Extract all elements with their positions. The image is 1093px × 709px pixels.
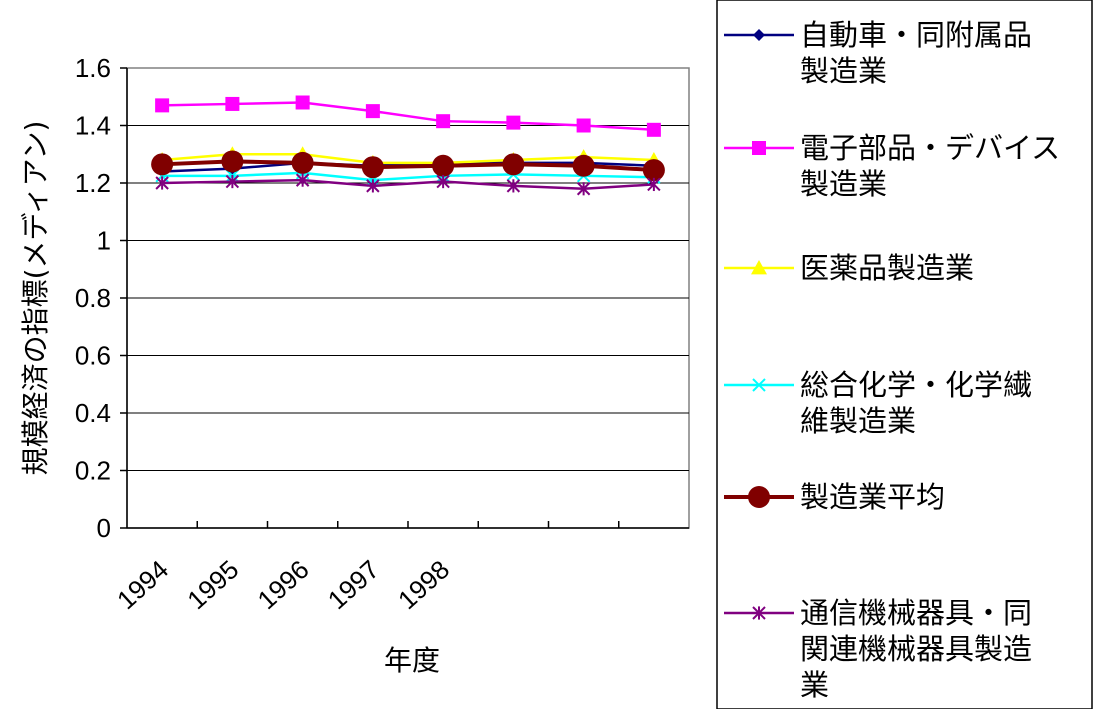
- x-axis-title: 年度: [384, 644, 440, 677]
- x-tick-label: 1994: [111, 554, 174, 615]
- y-axis-title: 規模経済の指標(メディアン): [19, 121, 52, 476]
- marker-circle: [642, 159, 665, 182]
- y-tick-label: 0: [97, 513, 111, 543]
- marker-square: [365, 104, 380, 119]
- x-axis-ticks: [196, 521, 620, 528]
- marker-circle: [748, 486, 770, 508]
- marker-x: [752, 378, 766, 392]
- legend-label: 自動車・同附属品: [800, 18, 1032, 52]
- y-tick-label: 0.2: [75, 456, 111, 486]
- y-tick-label: 0.4: [75, 398, 111, 428]
- marker-star: [576, 182, 591, 196]
- legend-label: 製造業平均: [800, 480, 945, 514]
- marker-square: [576, 118, 591, 133]
- legend-label: 医薬品製造業: [800, 251, 974, 285]
- marker-triangle: [751, 260, 767, 275]
- marker-star: [436, 174, 450, 189]
- series-line: [162, 159, 654, 173]
- x-tick-label: 1995: [181, 554, 244, 615]
- series: [151, 150, 665, 182]
- y-tick-label: 1.4: [75, 111, 111, 141]
- y-axis-labels: 0 0.2 0.4 0.6 0.8 1 1.2 1.4 1.6: [75, 53, 111, 543]
- marker-circle: [361, 156, 384, 179]
- legend-item: 医薬品製造業: [724, 251, 974, 285]
- y-tick-label: 0.8: [75, 283, 111, 313]
- series-line: [162, 178, 654, 191]
- plot-area: [120, 67, 690, 529]
- marker-star: [155, 176, 169, 190]
- marker-circle: [221, 150, 244, 173]
- marker-circle: [291, 151, 314, 174]
- series: [155, 173, 661, 196]
- marker-square: [295, 95, 310, 110]
- marker-star: [225, 174, 240, 189]
- x-tick-label: 1997: [322, 554, 385, 615]
- marker-square: [436, 114, 451, 129]
- marker-square: [225, 96, 240, 111]
- marker-circle: [502, 153, 525, 176]
- y-tick-label: 0.6: [75, 341, 111, 371]
- series-line: [162, 171, 654, 182]
- marker-circle: [432, 154, 455, 177]
- series-line: [162, 101, 654, 132]
- x-axis-labels: 1994 1995 1996 1997 1998: [111, 554, 455, 615]
- legend-frame: [716, 0, 1093, 709]
- y-tick-label: 1: [97, 226, 111, 256]
- marker-star: [366, 179, 380, 193]
- legend-label: 製造業: [800, 167, 887, 201]
- legend-label: 関連機械器具製造: [800, 632, 1032, 666]
- marker-star: [295, 173, 310, 187]
- series-layer: [151, 95, 665, 196]
- legend-label: 通信機械器具・同: [800, 596, 1032, 630]
- marker-x-stroke: [752, 378, 766, 392]
- legend-label: 維製造業: [800, 404, 916, 438]
- marker-diamond: [753, 29, 765, 41]
- legend-label: 製造業: [800, 54, 887, 88]
- marker-circle: [572, 154, 595, 177]
- marker-star: [647, 177, 661, 192]
- series-line: [162, 161, 654, 173]
- series-line: [162, 153, 654, 165]
- legend-label: 業: [800, 668, 829, 702]
- marker-square: [506, 115, 521, 130]
- legend-label: 電子部品・デバイス: [800, 131, 1060, 165]
- legend-item: 製造業平均: [724, 480, 945, 514]
- y-tick-label: 1.2: [75, 168, 111, 198]
- legend-label: 総合化学・化学繊: [800, 368, 1032, 402]
- x-tick-label: 1996: [252, 554, 315, 615]
- marker-circle: [151, 153, 174, 176]
- marker-star: [506, 179, 521, 193]
- marker-square: [752, 141, 766, 155]
- x-tick-label: 1998: [392, 554, 455, 615]
- series: [155, 95, 661, 137]
- y-tick-label: 1.6: [75, 53, 111, 83]
- legend: 自動車・同附属品製造業電子部品・デバイス製造業医薬品製造業総合化学・化学繊維製造…: [716, 0, 1093, 709]
- marker-star: [752, 606, 766, 620]
- marker-square: [155, 98, 170, 113]
- marker-square: [646, 122, 661, 137]
